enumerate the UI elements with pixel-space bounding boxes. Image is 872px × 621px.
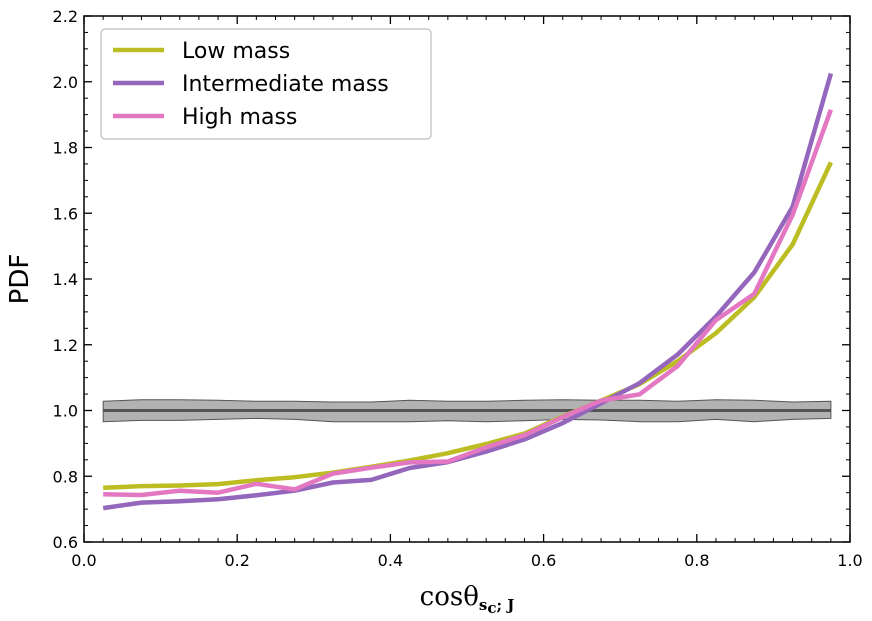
x-tick-label: 0.6 xyxy=(531,551,556,570)
x-axis-label-subscript: s xyxy=(479,596,487,614)
legend-box xyxy=(100,28,432,140)
y-tick-label: 2.0 xyxy=(53,73,78,92)
y-axis-label: PDF xyxy=(5,254,35,305)
y-tick-label: 0.8 xyxy=(53,467,78,486)
x-tick-label: 0.4 xyxy=(378,551,403,570)
y-tick-label: 1.6 xyxy=(53,204,78,223)
plot-frame xyxy=(83,15,851,543)
series-line-low-mass xyxy=(103,161,833,491)
x-tick-label: 0.2 xyxy=(224,551,249,570)
x-axis-label: cosθsc; J xyxy=(420,582,515,617)
x-tick-label: 0.0 xyxy=(71,551,96,570)
x-tick-label: 0.8 xyxy=(684,551,709,570)
series-layer xyxy=(102,72,834,511)
y-tick-label: 0.6 xyxy=(53,533,78,552)
y-tick-label: 1.4 xyxy=(53,270,78,289)
series-line-intermediate-mass xyxy=(102,72,834,511)
legend-label: Intermediate mass xyxy=(182,72,389,97)
legend: Low mass Intermediate mass High mass xyxy=(100,28,432,140)
y-tick-label: 1.8 xyxy=(53,139,78,158)
legend-label: High mass xyxy=(182,105,297,130)
x-axis-label-subscript-c: c xyxy=(487,599,496,617)
x-axis-label-main: cosθ xyxy=(420,582,479,612)
x-axis-label-subscript-j: ; J xyxy=(496,596,514,614)
series-line-high-mass xyxy=(103,108,834,498)
y-tick-label: 1.0 xyxy=(53,402,78,421)
x-tick-label: 1.0 xyxy=(837,551,862,570)
reference-band-layer xyxy=(102,399,832,423)
legend-label: Low mass xyxy=(182,39,290,64)
y-tick-label: 2.2 xyxy=(53,7,78,26)
y-tick-label: 1.2 xyxy=(53,336,78,355)
